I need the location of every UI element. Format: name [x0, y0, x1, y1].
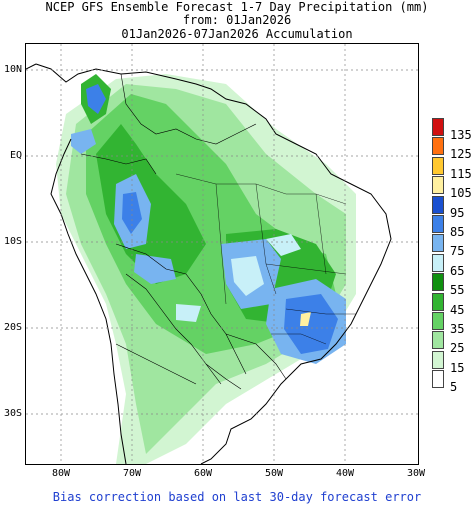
legend-label: 75 — [450, 244, 465, 259]
legend-label: 15 — [450, 360, 465, 375]
legend-swatch — [432, 234, 444, 253]
coastlines — [26, 63, 392, 464]
lat-label-10s: 10S — [3, 236, 22, 247]
legend-swatch — [432, 253, 444, 272]
legend-label: 5 — [450, 380, 458, 395]
legend-swatch — [432, 331, 444, 350]
lat-label-20s: 20S — [3, 322, 22, 333]
title-line-3: 01Jan2026-07Jan2026 Accumulation — [121, 27, 353, 41]
legend-label: 135 — [450, 128, 472, 142]
legend-label: 25 — [450, 341, 465, 356]
legend-label: 105 — [450, 186, 472, 201]
lon-label-80w: 80W — [51, 468, 71, 479]
title-line-1: NCEP GFS Ensemble Forecast 1-7 Day Preci… — [45, 0, 429, 14]
bias-correction-note: Bias correction based on last 30-day for… — [52, 490, 422, 504]
precipitation-map — [25, 43, 419, 465]
legend-swatch — [432, 215, 444, 233]
legend-label: 115 — [450, 166, 472, 181]
legend-swatch — [432, 156, 444, 175]
map-canvas — [26, 44, 418, 464]
legend-swatch — [432, 176, 444, 195]
legend-swatch — [432, 195, 444, 214]
legend-label: 45 — [450, 302, 465, 317]
country-borders — [80, 73, 287, 390]
lon-label-60w: 60W — [193, 468, 213, 479]
lat-label-30s: 30S — [3, 408, 22, 419]
lat-lon-grid — [26, 44, 418, 464]
legend-label: 95 — [450, 205, 465, 220]
legend-swatch — [432, 137, 444, 156]
lon-label-50w: 50W — [264, 468, 284, 479]
legend-swatch — [432, 273, 444, 292]
legend-label: 35 — [450, 322, 465, 336]
lon-label-70w: 70W — [122, 468, 142, 479]
legend-label: 125 — [450, 147, 472, 162]
lon-label-40w: 40W — [335, 468, 355, 479]
legend-swatch — [432, 312, 444, 330]
legend-label: 65 — [450, 263, 465, 278]
state-borders — [175, 173, 356, 345]
legend-swatch — [432, 292, 444, 311]
lon-label-30w: 30W — [406, 468, 426, 479]
precip-field — [56, 74, 356, 464]
legend-label: 55 — [450, 283, 465, 298]
legend-swatch — [432, 350, 444, 369]
legend-swatch — [432, 118, 444, 136]
lat-label-eq: EQ — [9, 150, 22, 161]
legend-swatch — [432, 370, 444, 389]
legend-label: 85 — [450, 225, 465, 239]
title-line-2: from: 01Jan2026 — [182, 13, 292, 27]
lat-label-10n: 10N — [3, 64, 22, 75]
